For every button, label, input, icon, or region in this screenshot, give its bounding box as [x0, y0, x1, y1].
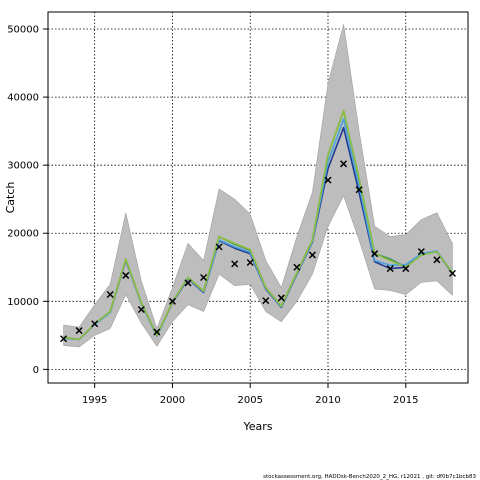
footer-text: stockassessment.org, HADDsk-Bench2020_2_… [263, 474, 476, 480]
marker-stroke [200, 273, 208, 282]
marker-stroke [293, 263, 301, 271]
marker-stroke [60, 335, 68, 343]
marker-stroke [308, 251, 316, 259]
x-tick-label: 2000 [160, 395, 185, 406]
observation-marker [417, 248, 425, 256]
confidence-band-area [63, 24, 453, 348]
observation-marker [137, 305, 145, 314]
observation-marker [433, 256, 441, 264]
marker-stroke [168, 297, 176, 305]
observation-marker [324, 176, 332, 184]
marker-stroke [277, 294, 285, 302]
confidence-band [63, 24, 453, 348]
marker-stroke [215, 243, 223, 251]
observation-marker [277, 294, 285, 302]
marker-stroke [262, 297, 270, 305]
observation-marker [262, 297, 270, 305]
x-tick-label: 2005 [237, 395, 262, 406]
observation-marker [60, 335, 68, 343]
series-lines [63, 109, 454, 341]
marker-stroke [402, 265, 410, 273]
observation-marker [122, 271, 130, 279]
marker-stroke [106, 290, 114, 299]
marker-stroke [184, 279, 192, 287]
marker-stroke [231, 260, 239, 268]
y-tick-label: 40000 [7, 93, 39, 104]
observation-marker [200, 273, 208, 282]
y-axis-label: Catch [4, 182, 17, 214]
marker-stroke [75, 327, 83, 335]
marker-stroke [153, 328, 161, 336]
y-tick-label: 50000 [7, 25, 39, 36]
marker-stroke [340, 160, 348, 168]
observation-marker [371, 250, 379, 258]
observation-marker [168, 297, 176, 305]
x-axis-label: Years [242, 420, 272, 433]
series-line-3 [63, 118, 454, 341]
observation-marker [402, 265, 410, 273]
axes: 1995 2000 2005 2010 2015 0 10000 20000 30000 4000… [7, 25, 418, 406]
y-tick-label: 0 [33, 365, 39, 376]
marker-stroke [355, 186, 363, 194]
x-tick-label: 2015 [393, 395, 418, 406]
marker-stroke [137, 305, 145, 314]
observation-marker [153, 328, 161, 336]
observation-marker [231, 260, 239, 268]
observation-marker [246, 258, 254, 267]
y-tick-label: 30000 [7, 161, 39, 172]
observation-marker [355, 186, 363, 194]
marker-stroke [371, 250, 379, 258]
marker-stroke [91, 320, 99, 328]
observation-markers [60, 160, 456, 343]
marker-stroke [324, 176, 332, 184]
observation-marker [308, 251, 316, 259]
observation-marker [340, 160, 348, 168]
observation-marker [293, 263, 301, 271]
observation-marker [75, 327, 83, 335]
marker-stroke [246, 258, 254, 267]
plot-frame [47, 11, 469, 384]
marker-stroke [122, 271, 130, 279]
observation-marker [386, 265, 394, 273]
series-line-4 [63, 109, 454, 341]
series-line-1 [63, 109, 454, 341]
marker-stroke [417, 248, 425, 256]
observation-marker [106, 290, 114, 299]
y-tick-label: 10000 [7, 297, 39, 308]
observation-marker [448, 269, 456, 277]
y-tick-label: 20000 [7, 229, 39, 240]
x-tick-label: 1995 [82, 395, 107, 406]
observation-marker [215, 243, 223, 251]
observation-marker [91, 320, 99, 328]
x-tick-label: 2010 [315, 395, 340, 406]
marker-stroke [448, 269, 456, 277]
marker-stroke [386, 265, 394, 273]
observation-marker [184, 279, 192, 287]
marker-stroke [433, 256, 441, 264]
